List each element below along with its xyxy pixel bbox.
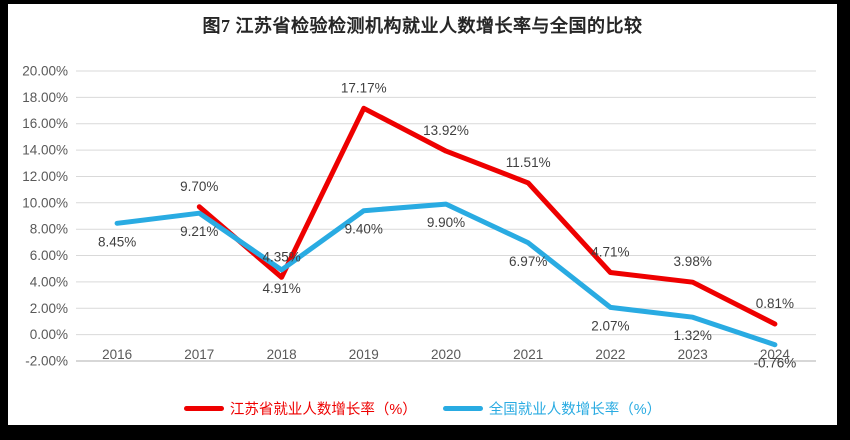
legend-item-national: 全国就业人数增长率（%） [442, 398, 662, 419]
data-label: 0.81% [756, 296, 794, 311]
data-label: 8.45% [98, 234, 136, 249]
x-axis-tick-label: 2020 [431, 347, 461, 362]
data-label: 4.35% [262, 249, 300, 264]
data-label: 9.21% [180, 224, 218, 239]
legend-item-jiangsu: 江苏省就业人数增长率（%） [183, 398, 417, 419]
data-label: 1.32% [674, 328, 712, 343]
y-axis-tick-label: 16.00% [22, 116, 68, 131]
data-label: 6.97% [509, 254, 547, 269]
data-label: 9.90% [427, 215, 465, 230]
data-label: 2.07% [591, 318, 629, 333]
y-axis-tick-label: 20.00% [22, 64, 68, 79]
y-axis-tick-label: 0.00% [30, 327, 68, 342]
x-axis-tick-label: 2023 [678, 347, 708, 362]
data-label: 4.91% [262, 281, 300, 296]
chart-title: 图7 江苏省检验检测机构就业人数增长率与全国的比较 [202, 16, 643, 36]
data-label: 9.70% [180, 179, 218, 194]
legend-line-swatch-jiangsu [183, 406, 224, 411]
y-axis-tick-label: 8.00% [30, 222, 68, 237]
series-line-jiangsu [196, 105, 778, 327]
legend: 江苏省就业人数增长率（%） 全国就业人数增长率（%） [8, 398, 837, 419]
data-label: 17.17% [341, 80, 387, 95]
y-axis-tick-label: 2.00% [30, 301, 68, 316]
series-line-national [114, 201, 778, 348]
x-axis-tick-label: 2024 [760, 347, 791, 362]
data-label: 11.51% [506, 155, 551, 170]
x-axis-tick-label: 2016 [102, 347, 132, 362]
legend-line-swatch-national [442, 406, 483, 411]
data-label: 13.92% [423, 123, 469, 138]
data-label: -0.76% [754, 356, 797, 371]
y-axis-tick-label: 12.00% [22, 169, 68, 184]
data-label: 9.40% [345, 222, 383, 237]
data-label: 3.98% [674, 254, 712, 269]
x-axis-tick-label: 2017 [184, 347, 214, 362]
line-chart: 20.00% 18.00% 16.00% 14.00% 12.00% 10.00% 8.00… [22, 64, 816, 371]
legend-label-jiangsu: 江苏省就业人数增长率（%） [229, 402, 417, 418]
data-label: 4.71% [591, 245, 629, 260]
chart-panel: 图7 江苏省检验检测机构就业人数增长率与全国的比较 20.00% 18.00% 16… [8, 4, 837, 425]
x-axis-tick-label: 2018 [267, 347, 297, 362]
y-axis-tick-label: 6.00% [30, 248, 68, 263]
x-axis-tick-label: 2021 [513, 347, 543, 362]
x-axis-tick-label: 2019 [349, 347, 379, 362]
y-axis-tick-label: 14.00% [22, 143, 68, 158]
legend-label-national: 全国就业人数增长率（%） [488, 402, 662, 418]
x-axis-tick-label: 2022 [595, 347, 625, 362]
y-axis-tick-label: -2.00% [25, 354, 68, 369]
y-axis-tick-label: 10.00% [22, 195, 68, 210]
y-axis-tick-label: 18.00% [22, 90, 68, 105]
y-axis-tick-label: 4.00% [30, 274, 68, 289]
